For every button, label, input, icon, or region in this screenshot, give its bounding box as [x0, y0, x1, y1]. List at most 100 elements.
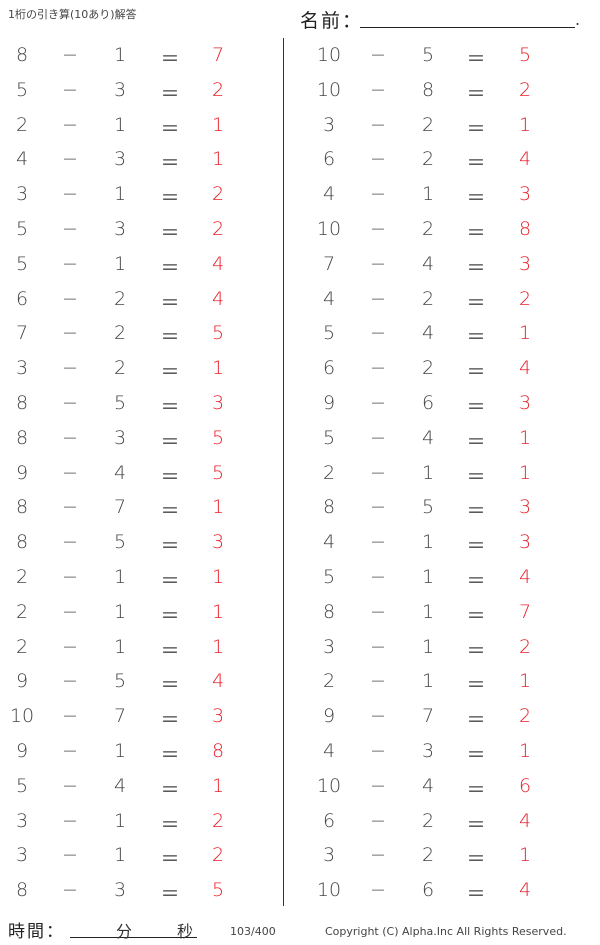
answer: 3: [211, 392, 225, 414]
equals-sign: ＝: [160, 256, 180, 279]
name-field[interactable]: [360, 27, 575, 28]
minuend: 5: [322, 426, 336, 449]
minus-sign: −: [370, 740, 386, 762]
subtrahend: 4: [113, 461, 127, 484]
subtrahend: 1: [113, 740, 127, 762]
minuend: 4: [322, 531, 336, 554]
minus-sign: −: [62, 218, 78, 240]
minuend: 6: [322, 148, 336, 171]
minus-sign: −: [370, 531, 386, 554]
equals-sign: ＝: [160, 813, 180, 836]
answer: 1: [518, 740, 532, 762]
equals-sign: ＝: [466, 500, 486, 523]
minus-sign: −: [370, 844, 386, 867]
subtrahend: 2: [421, 218, 435, 240]
minuend: 3: [322, 844, 336, 867]
subtrahend: 1: [113, 635, 127, 658]
minus-sign: −: [62, 740, 78, 762]
minuend: 10: [9, 705, 35, 728]
name-label: 名前：: [300, 10, 364, 32]
answer: 2: [518, 635, 532, 658]
minus-sign: −: [62, 113, 78, 136]
minuend: 8: [15, 392, 29, 414]
subtrahend: 1: [421, 635, 435, 658]
equals-sign: ＝: [160, 430, 180, 453]
minuend: 2: [15, 113, 29, 136]
equals-sign: ＝: [466, 639, 486, 662]
answer: 1: [518, 461, 532, 484]
equals-sign: ＝: [466, 570, 486, 592]
subtrahend: 3: [113, 879, 127, 902]
subtrahend: 8: [421, 78, 435, 101]
subtrahend: 1: [113, 252, 127, 275]
minus-sign: −: [370, 357, 386, 380]
answer: 3: [518, 392, 532, 414]
answer: 1: [211, 496, 225, 519]
equals-sign: ＝: [466, 430, 486, 453]
equals-sign: ＝: [160, 744, 180, 766]
answer: 2: [518, 287, 532, 310]
subtrahend: 4: [421, 252, 435, 275]
minus-sign: −: [370, 774, 386, 797]
minus-sign: −: [370, 809, 386, 832]
equals-sign: ＝: [160, 152, 180, 175]
equals-sign: ＝: [160, 500, 180, 523]
subtrahend: 1: [113, 113, 127, 136]
minus-sign: −: [370, 113, 386, 136]
subtrahend: 2: [113, 322, 127, 345]
page-number: 103/400: [230, 925, 276, 938]
minus-sign: −: [370, 148, 386, 171]
minuend: 2: [15, 600, 29, 623]
subtrahend: 2: [113, 357, 127, 380]
minus-sign: −: [62, 600, 78, 623]
minuend: 8: [15, 879, 29, 902]
subtrahend: 2: [421, 357, 435, 380]
minuend: 10: [316, 78, 342, 101]
minus-sign: −: [62, 322, 78, 345]
answer: 8: [518, 218, 532, 240]
column-divider: [283, 38, 284, 906]
equals-sign: ＝: [466, 222, 486, 244]
equals-sign: ＝: [466, 326, 486, 349]
minus-sign: −: [62, 78, 78, 101]
equals-sign: ＝: [466, 744, 486, 766]
answer: 2: [518, 78, 532, 101]
answer: 2: [211, 183, 225, 206]
minuend: 8: [15, 426, 29, 449]
minuend: 8: [322, 496, 336, 519]
subtrahend: 1: [421, 566, 435, 588]
minus-sign: −: [370, 566, 386, 588]
minus-sign: −: [370, 252, 386, 275]
time-label: 時間：: [8, 922, 65, 942]
equals-sign: ＝: [466, 674, 486, 697]
minuend: 2: [322, 670, 336, 693]
minuend: 3: [15, 844, 29, 867]
subtrahend: 2: [421, 809, 435, 832]
answer: 2: [211, 809, 225, 832]
subtrahend: 4: [421, 774, 435, 797]
equals-sign: ＝: [466, 604, 486, 627]
minus-sign: −: [62, 879, 78, 902]
subtrahend: 5: [421, 44, 435, 66]
minus-sign: −: [370, 635, 386, 658]
subtrahend: 3: [113, 426, 127, 449]
equals-sign: ＝: [466, 361, 486, 384]
answer: 1: [211, 566, 225, 588]
subtrahend: 1: [113, 44, 127, 66]
minuend: 5: [15, 218, 29, 240]
equals-sign: ＝: [160, 222, 180, 244]
subtrahend: 5: [421, 496, 435, 519]
subtrahend: 1: [113, 600, 127, 623]
seconds-label: 秒: [177, 922, 194, 941]
time-field[interactable]: [70, 937, 197, 938]
equals-sign: ＝: [466, 465, 486, 488]
minus-sign: −: [62, 844, 78, 867]
equals-sign: ＝: [466, 709, 486, 732]
equals-sign: ＝: [160, 848, 180, 871]
minuend: 10: [316, 218, 342, 240]
answer: 5: [211, 426, 225, 449]
subtrahend: 2: [421, 844, 435, 867]
equals-sign: ＝: [466, 152, 486, 175]
subtrahend: 4: [421, 322, 435, 345]
answer: 1: [211, 635, 225, 658]
